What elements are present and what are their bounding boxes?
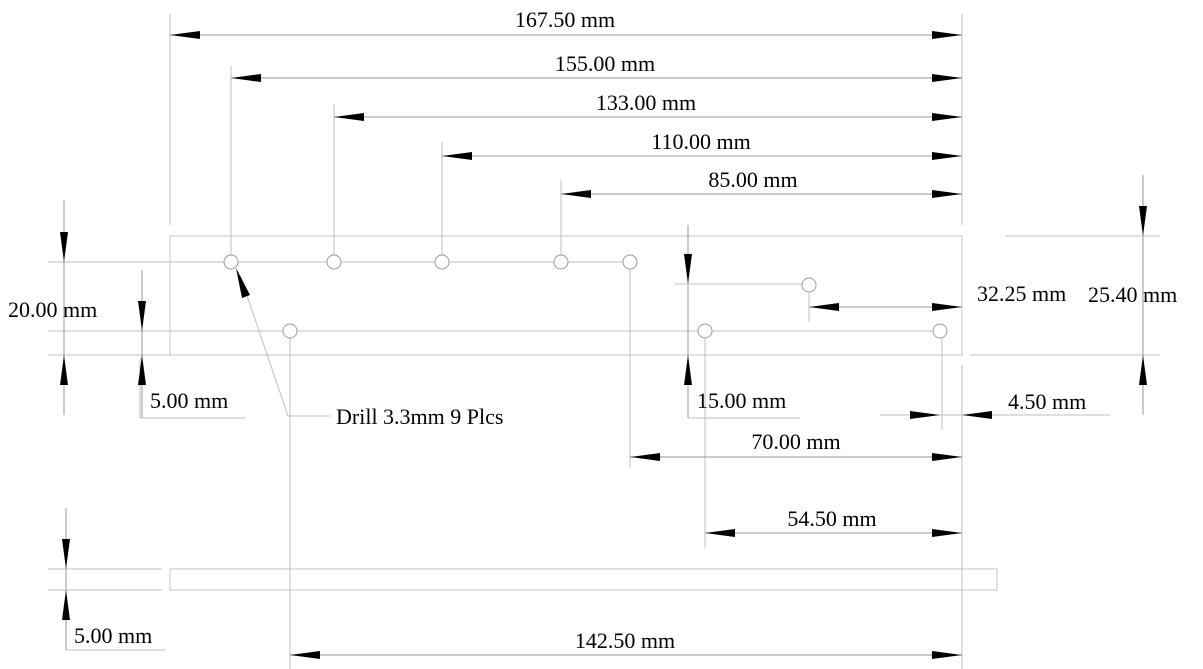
dim-bottom-hole-offset: 142.50 mm xyxy=(290,628,962,659)
drill-note: Drill 3.3mm 9 Plcs xyxy=(336,404,503,429)
dim-label: 5.00 mm xyxy=(150,388,228,413)
dim-thickness: 5.00 mm xyxy=(62,508,152,650)
dim-plate-width: 25.40 mm xyxy=(1088,175,1177,415)
drill-callout: Drill 3.3mm 9 Plcs xyxy=(236,268,503,429)
dim-label: 15.00 mm xyxy=(697,388,786,413)
dim-edge-offset: 4.50 mm xyxy=(910,389,1086,419)
dim-step-height: 15.00 mm xyxy=(684,225,786,418)
hole xyxy=(932,323,948,339)
dim-overall-length: 167.50 mm xyxy=(170,7,962,39)
hole xyxy=(622,254,638,270)
hole xyxy=(697,323,713,339)
dim-hole1-offset: 155.00 mm xyxy=(231,51,962,82)
dim-hole3-offset: 110.00 mm xyxy=(442,129,962,160)
dim-label: 167.50 mm xyxy=(515,7,615,32)
dim-label: 54.50 mm xyxy=(787,506,876,531)
hole xyxy=(434,254,450,270)
dim-hole-step-offset: 32.25 mm xyxy=(809,281,1066,311)
dim-hole2-offset: 133.00 mm xyxy=(334,90,962,121)
hole xyxy=(223,254,239,270)
dim-label: 20.00 mm xyxy=(8,297,97,322)
dim-label: 155.00 mm xyxy=(555,51,655,76)
dim-label: 25.40 mm xyxy=(1088,282,1177,307)
drill-holes xyxy=(223,254,948,339)
dim-hole6-offset: 54.50 mm xyxy=(705,506,962,537)
hole xyxy=(282,323,298,339)
dim-hole4-offset: 85.00 mm xyxy=(561,167,962,198)
hole xyxy=(801,277,817,293)
hole xyxy=(326,254,342,270)
dim-label: 142.50 mm xyxy=(575,628,675,653)
dim-hole5-offset: 70.00 mm xyxy=(630,429,962,461)
dim-label: 133.00 mm xyxy=(596,90,696,115)
dim-label: 32.25 mm xyxy=(977,281,1066,306)
dim-label: 4.50 mm xyxy=(1008,389,1086,414)
dim-hole-row-spacing: 20.00 mm xyxy=(8,200,97,415)
plate-top-view xyxy=(169,235,963,356)
hole xyxy=(553,254,569,270)
dim-bottom-row-margin: 5.00 mm xyxy=(138,270,228,418)
dim-label: 70.00 mm xyxy=(751,429,840,454)
dim-label: 110.00 mm xyxy=(651,129,750,154)
dim-label: 85.00 mm xyxy=(708,167,797,192)
dim-label: 5.00 mm xyxy=(74,623,152,648)
plate-side-view xyxy=(169,568,998,591)
